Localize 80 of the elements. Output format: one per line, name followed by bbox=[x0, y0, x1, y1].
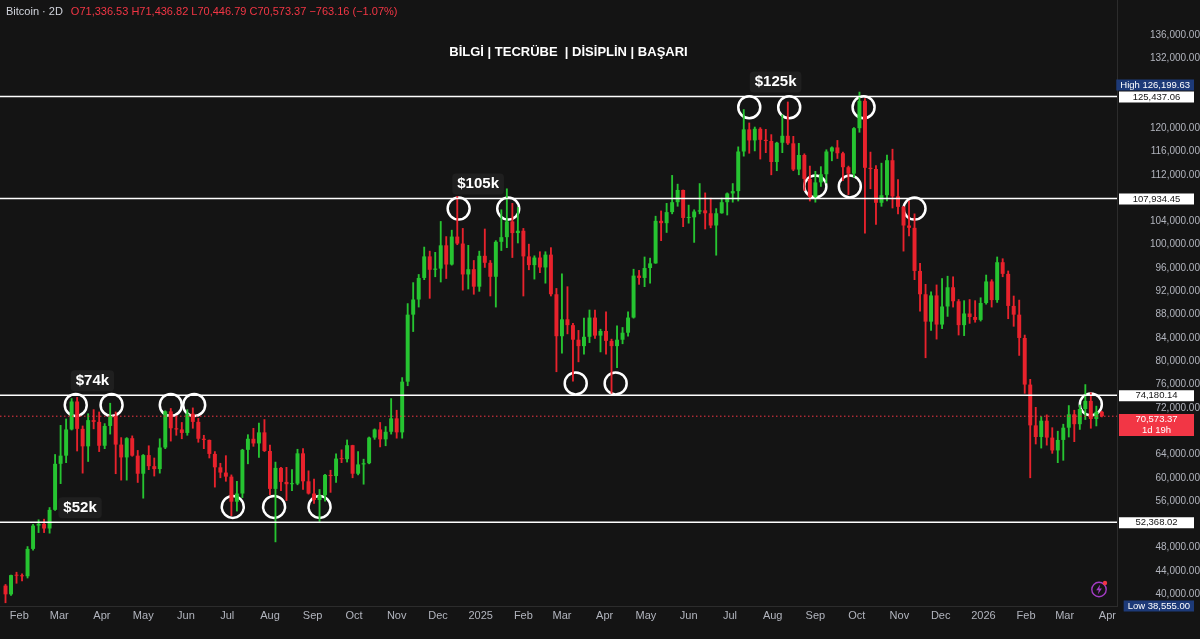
x-tick-label: Jun bbox=[679, 608, 698, 621]
point bbox=[563, 371, 588, 396]
y-tick-label: 92,000.00 bbox=[1155, 285, 1200, 297]
x-tick-label: Aug bbox=[762, 608, 783, 621]
y-tick-label: 72,000.00 bbox=[1155, 401, 1200, 413]
annotation: $125k bbox=[754, 72, 798, 90]
y-tick-label: 136,000.00 bbox=[1149, 28, 1200, 40]
ref-line-label: 107,934.45 bbox=[1132, 192, 1181, 204]
annotation: $52k bbox=[63, 497, 98, 515]
candlestick bbox=[785, 101, 790, 145]
x-tick-label: Dec bbox=[930, 608, 951, 621]
x-tick-label: Feb bbox=[513, 608, 533, 621]
y-tick-label: 96,000.00 bbox=[1155, 261, 1200, 273]
candlestick bbox=[91, 409, 96, 430]
point bbox=[261, 494, 287, 520]
text: BİLGİ | TECRÜBE | DİSİPLİN | BAŞARI bbox=[449, 43, 688, 59]
y-tick-label: 132,000.00 bbox=[1149, 52, 1200, 64]
annotation: $105k bbox=[457, 174, 500, 192]
text: Low 38,555.00 bbox=[1127, 599, 1191, 611]
candlestick bbox=[499, 209, 504, 251]
x-tick-label: Jun bbox=[177, 608, 195, 621]
x-tick-label: May bbox=[132, 608, 155, 621]
x-tick-label: Nov bbox=[889, 608, 910, 621]
candlestick bbox=[967, 299, 972, 324]
ref-line-label: 125,437.06 bbox=[1132, 90, 1181, 102]
y-tick-label: 116,000.00 bbox=[1150, 145, 1200, 157]
x-tick-label: Feb bbox=[1016, 608, 1036, 621]
annotation: O71,336.53 H71,436.82 L70,446.79 C70,573.37 −763.16 (−1.07%) bbox=[70, 5, 398, 18]
y-tick-label: 40,000.00 bbox=[1155, 588, 1200, 600]
y-tick-label: 60,000.00 bbox=[1155, 471, 1200, 483]
y-tick-label: 100,000.00 bbox=[1149, 238, 1200, 250]
x-tick-label: Apr bbox=[93, 608, 111, 621]
x-tick-label: Mar bbox=[552, 608, 572, 621]
x-tick-label: Feb bbox=[9, 608, 29, 621]
x-tick-label: Mar bbox=[1055, 608, 1075, 621]
point bbox=[737, 94, 762, 120]
y-tick-label: 88,000.00 bbox=[1155, 308, 1200, 320]
x-tick-label: Aug bbox=[260, 608, 280, 621]
y-tick-label: 80,000.00 bbox=[1155, 355, 1200, 367]
y-tick-label: 56,000.00 bbox=[1155, 494, 1200, 506]
candlestick bbox=[339, 449, 344, 463]
x-tick-label: 2026 bbox=[971, 608, 996, 621]
y-tick-label: 84,000.00 bbox=[1155, 331, 1200, 343]
candlestick bbox=[223, 455, 228, 482]
y-tick-label: 112,000.00 bbox=[1150, 168, 1200, 180]
y-tick-label: 44,000.00 bbox=[1155, 564, 1200, 576]
y-tick-label: 64,000.00 bbox=[1155, 448, 1200, 460]
x-tick-label: Oct bbox=[345, 608, 363, 621]
x-tick-label: Sep bbox=[805, 608, 826, 621]
point bbox=[603, 371, 628, 396]
x-tick-label: Jul bbox=[220, 608, 235, 621]
y-tick-label: 120,000.00 bbox=[1149, 121, 1200, 133]
x-tick-label: Sep bbox=[302, 608, 323, 621]
candlestick bbox=[466, 244, 471, 290]
candlestick bbox=[697, 183, 702, 215]
candlestick bbox=[973, 300, 978, 323]
text: Bitcoin · 2D bbox=[6, 5, 63, 18]
candlestick bbox=[703, 192, 708, 230]
candlestick bbox=[58, 425, 63, 484]
annotation: $74k bbox=[75, 370, 110, 388]
ref-line-label: 52,368.02 bbox=[1135, 516, 1178, 528]
x-tick-label: Dec bbox=[428, 608, 449, 621]
ref-line-label: 74,180.14 bbox=[1135, 389, 1178, 401]
candlestick bbox=[615, 325, 620, 369]
candlestick bbox=[686, 204, 691, 224]
y-tick-label: 48,000.00 bbox=[1155, 541, 1200, 553]
candlestick bbox=[290, 469, 294, 491]
y-tick-label: 76,000.00 bbox=[1155, 378, 1200, 390]
x-tick-label: Jul bbox=[722, 608, 738, 621]
x-tick-label: Oct bbox=[848, 608, 866, 621]
x-tick-label: Apr bbox=[596, 608, 614, 621]
x-tick-label: Mar bbox=[49, 608, 70, 621]
y-tick-label: 104,000.00 bbox=[1149, 215, 1200, 227]
x-tick-label: Nov bbox=[386, 608, 407, 621]
ref-line-label: 70,573.37 1d 19h bbox=[1135, 413, 1178, 436]
text: High 126,199.63 bbox=[1120, 78, 1191, 90]
x-tick-label: May bbox=[635, 608, 657, 621]
x-tick-label: 2025 bbox=[468, 608, 493, 621]
candlestick bbox=[455, 196, 460, 246]
x-tick-label: Apr bbox=[1098, 608, 1117, 621]
